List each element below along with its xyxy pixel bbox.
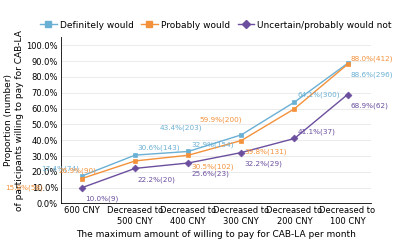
- Uncertain/probably would not: [133, 167, 138, 170]
- Text: 10.0%(9): 10.0%(9): [85, 196, 118, 202]
- Uncertain/probably would not: [292, 137, 297, 140]
- Definitely would: [239, 133, 244, 136]
- Text: 41.1%(37): 41.1%(37): [297, 128, 335, 135]
- Text: 30.5%(102): 30.5%(102): [191, 163, 234, 170]
- Line: Probably would: Probably would: [80, 62, 350, 181]
- Probably would: [186, 154, 191, 157]
- Line: Uncertain/probably would not: Uncertain/probably would not: [80, 92, 350, 190]
- Probably would: [80, 177, 84, 180]
- Text: 39.8%(131): 39.8%(131): [244, 148, 287, 155]
- Line: Definitely would: Definitely would: [80, 61, 350, 178]
- Uncertain/probably would not: [80, 186, 84, 189]
- Text: 32.2%(29): 32.2%(29): [244, 160, 282, 167]
- Text: 64.1%(300): 64.1%(300): [297, 92, 340, 98]
- Text: 88.0%(412): 88.0%(412): [350, 55, 393, 62]
- Definitely would: [186, 150, 191, 153]
- Text: 32.9%(154): 32.9%(154): [191, 141, 234, 148]
- Uncertain/probably would not: [186, 162, 191, 165]
- Text: 22.2%(20): 22.2%(20): [138, 176, 176, 183]
- Text: 17.4%(74): 17.4%(74): [41, 166, 79, 172]
- X-axis label: The maximum amount of willing to pay for CAB-LA per month: The maximum amount of willing to pay for…: [76, 230, 356, 239]
- Text: 15.8%(58): 15.8%(58): [5, 185, 43, 191]
- Legend: Definitely would, Probably would, Uncertain/probably would not: Definitely would, Probably would, Uncert…: [37, 17, 396, 33]
- Definitely would: [345, 62, 350, 65]
- Text: 30.6%(143): 30.6%(143): [138, 145, 180, 151]
- Probably would: [133, 159, 138, 162]
- Probably would: [345, 63, 350, 66]
- Definitely would: [133, 154, 138, 156]
- Text: 68.9%(62): 68.9%(62): [350, 102, 388, 109]
- Uncertain/probably would not: [345, 93, 350, 96]
- Text: 88.6%(296): 88.6%(296): [350, 71, 393, 78]
- Definitely would: [80, 174, 84, 177]
- Probably would: [292, 107, 297, 110]
- Text: 25.6%(23): 25.6%(23): [191, 171, 229, 177]
- Uncertain/probably would not: [239, 151, 244, 154]
- Y-axis label: Proportion (number)
of participants willing to pay for CAB-LA: Proportion (number) of participants will…: [4, 30, 24, 211]
- Text: 59.9%(200): 59.9%(200): [199, 117, 242, 123]
- Text: 26.9%(90): 26.9%(90): [58, 167, 96, 174]
- Text: 43.4%(203): 43.4%(203): [160, 125, 202, 131]
- Probably would: [239, 139, 244, 142]
- Definitely would: [292, 101, 297, 104]
